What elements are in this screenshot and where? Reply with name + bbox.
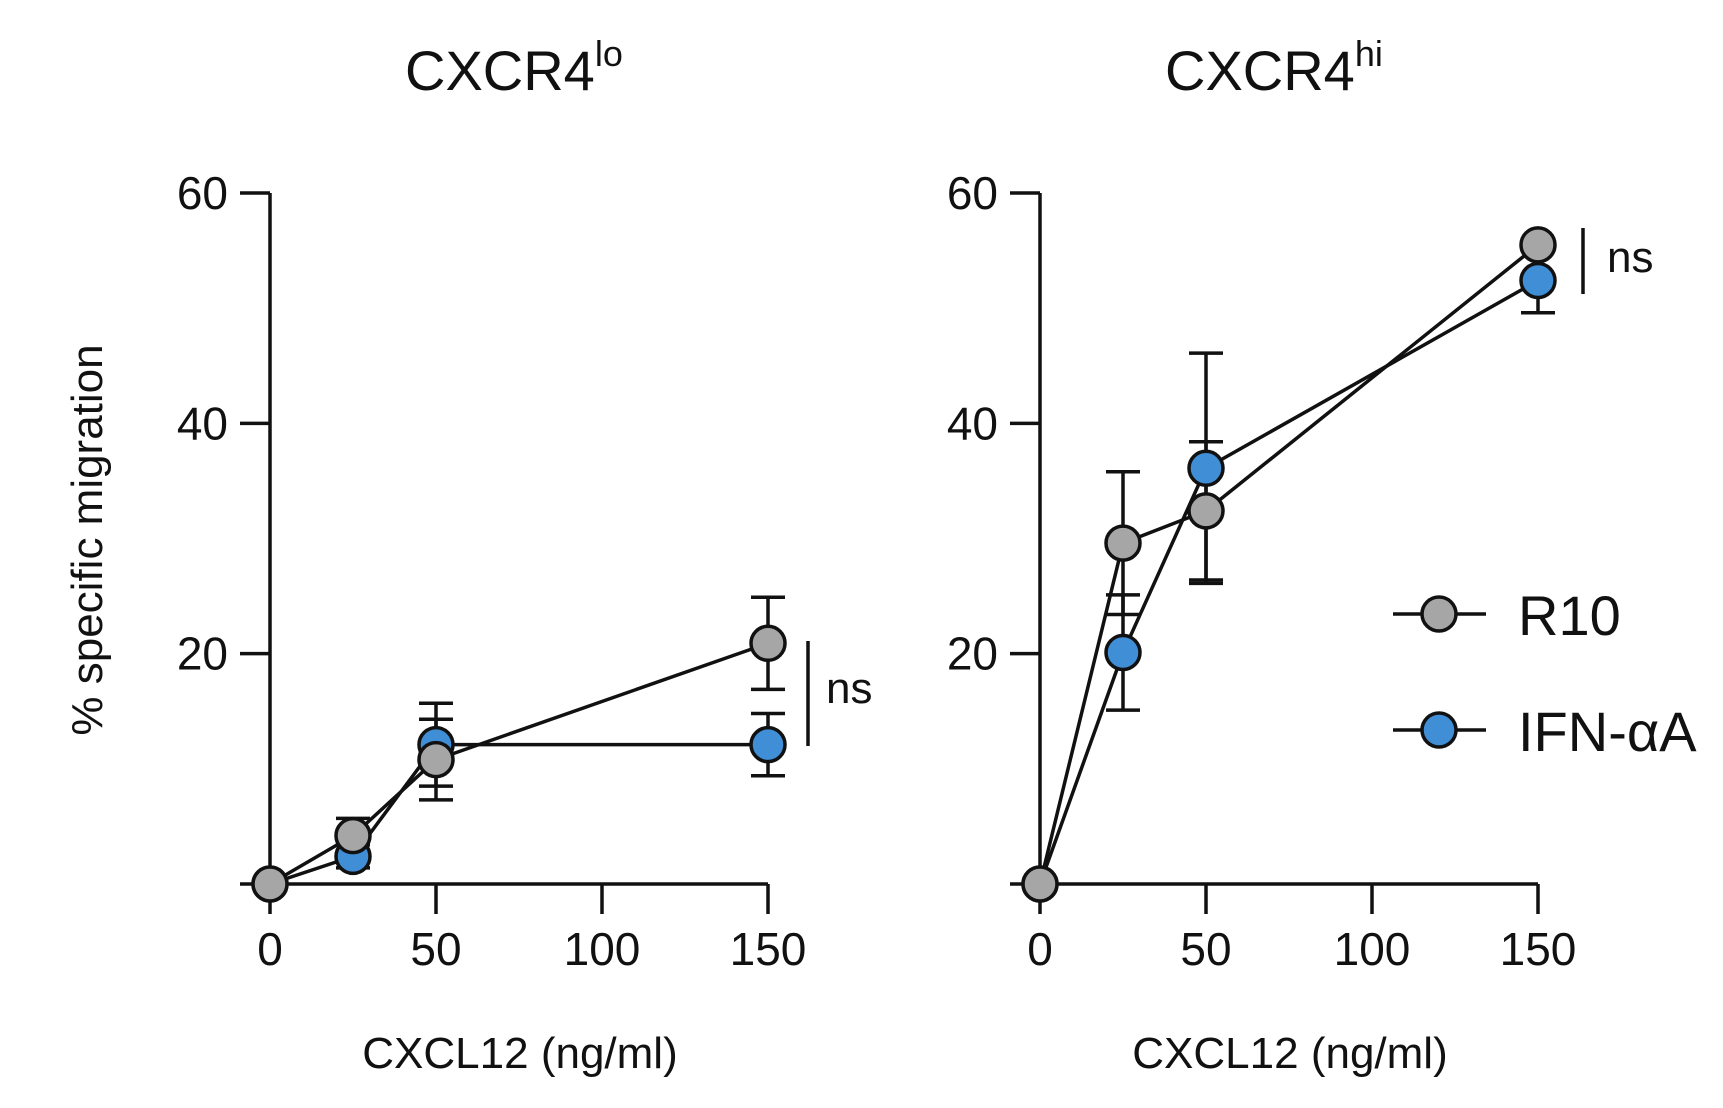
x-axis-title: CXCL12 (ng/ml) bbox=[1132, 1029, 1447, 1078]
legend-marker-r10 bbox=[1420, 595, 1458, 633]
x-tick-label: 50 bbox=[410, 923, 461, 975]
data-point-r10 bbox=[251, 865, 289, 903]
legend-item-ifn-aa: IFN-αA bbox=[1393, 700, 1697, 763]
data-point-ifn-a bbox=[749, 725, 787, 764]
series-line-ifn-a bbox=[269, 742, 768, 886]
x-tick-label: 50 bbox=[1180, 923, 1231, 975]
significance-label: ns bbox=[1607, 233, 1653, 282]
axes: 20 40 60 0 50 100 150 bbox=[947, 167, 1577, 975]
chart-title: CXCR4lo bbox=[405, 33, 623, 102]
y-tick-label: 20 bbox=[177, 628, 228, 680]
x-tick-label: 100 bbox=[564, 923, 641, 975]
legend-label-r10: R10 bbox=[1518, 584, 1621, 647]
significance-annotation: ns bbox=[1581, 228, 1653, 294]
x-tick-label: 150 bbox=[730, 923, 807, 975]
legend-item-r10: R10 bbox=[1393, 584, 1621, 647]
legend-label-ifn-aa: IFN-αA bbox=[1518, 700, 1697, 763]
chart-panel-cxcr4-lo: CXCR4lo % specific migration CXCL12 (ng/… bbox=[63, 33, 872, 1078]
data-point-r10 bbox=[1104, 524, 1142, 562]
chart-panel-cxcr4-hi: CXCR4hi CXCL12 (ng/ml) 20 40 60 0 50 100 150 n… bbox=[947, 33, 1654, 1078]
series-line-ifn-a bbox=[1038, 279, 1539, 885]
x-axis-title: CXCL12 (ng/ml) bbox=[362, 1029, 677, 1078]
y-tick-label: 40 bbox=[947, 397, 998, 449]
plot-area bbox=[1021, 226, 1557, 903]
x-tick-label: 100 bbox=[1334, 923, 1411, 975]
series-line-r10 bbox=[1038, 243, 1540, 885]
chart-title: CXCR4hi bbox=[1165, 33, 1383, 102]
plot-area bbox=[251, 595, 787, 903]
legend-marker-ifn-aa bbox=[1420, 711, 1458, 749]
y-tick-label: 40 bbox=[177, 397, 228, 449]
data-point-ifn-a bbox=[1187, 449, 1225, 487]
data-point-r10 bbox=[1021, 865, 1059, 903]
data-point-r10 bbox=[1187, 492, 1225, 530]
y-tick-label: 20 bbox=[947, 628, 998, 680]
axes: 20 40 60 0 50 100 150 bbox=[177, 167, 807, 975]
significance-annotation: ns bbox=[806, 641, 872, 746]
data-point-ifn-a bbox=[1104, 633, 1142, 672]
x-tick-label: 0 bbox=[257, 923, 283, 975]
y-tick-label: 60 bbox=[177, 167, 228, 219]
data-point-r10 bbox=[749, 624, 787, 663]
significance-label: ns bbox=[826, 664, 872, 713]
data-point-r10 bbox=[417, 740, 455, 779]
y-axis-title: % specific migration bbox=[63, 344, 112, 735]
x-tick-label: 150 bbox=[1500, 923, 1577, 975]
data-point-ifn-a bbox=[1519, 261, 1557, 300]
series-r10 bbox=[1038, 243, 1540, 885]
y-tick-label: 60 bbox=[947, 167, 998, 219]
data-point-r10 bbox=[334, 816, 372, 855]
legend: R10 IFN-αA bbox=[1393, 584, 1697, 763]
x-tick-label: 0 bbox=[1027, 923, 1053, 975]
data-point-r10 bbox=[1519, 226, 1557, 264]
